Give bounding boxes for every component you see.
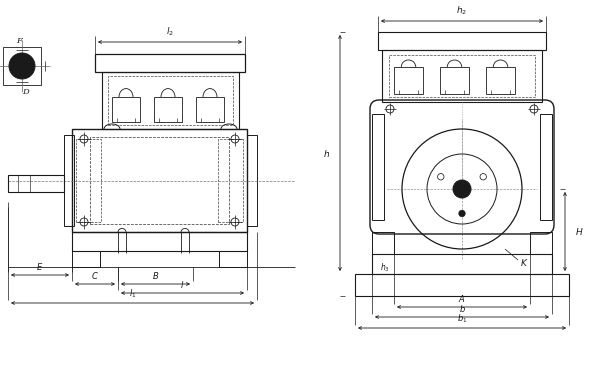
Bar bbox=[372, 232, 394, 254]
Bar bbox=[530, 232, 552, 254]
Bar bbox=[382, 50, 542, 102]
Bar bbox=[440, 67, 469, 94]
Text: $B$: $B$ bbox=[152, 270, 159, 281]
Bar bbox=[378, 32, 546, 50]
Bar bbox=[247, 135, 257, 226]
Text: $l$: $l$ bbox=[181, 279, 185, 290]
Bar bbox=[112, 97, 140, 122]
Text: $K$: $K$ bbox=[520, 257, 529, 268]
Bar bbox=[3, 47, 41, 85]
Text: D: D bbox=[23, 88, 29, 96]
Bar bbox=[355, 274, 569, 296]
Circle shape bbox=[453, 180, 471, 198]
Text: $l_1$: $l_1$ bbox=[129, 288, 136, 300]
Text: $h_2$: $h_2$ bbox=[457, 5, 467, 17]
Bar bbox=[90, 137, 229, 224]
Bar bbox=[196, 97, 224, 122]
Bar bbox=[372, 254, 552, 274]
Bar bbox=[372, 114, 384, 220]
Circle shape bbox=[9, 53, 35, 79]
Bar bbox=[540, 114, 552, 220]
Bar bbox=[72, 232, 247, 251]
Text: $h$: $h$ bbox=[323, 147, 330, 159]
Bar bbox=[389, 55, 535, 97]
Text: $H$: $H$ bbox=[575, 226, 584, 237]
Bar bbox=[72, 129, 247, 232]
Bar bbox=[108, 76, 233, 125]
Text: $b_1$: $b_1$ bbox=[457, 313, 467, 325]
Bar bbox=[102, 72, 239, 129]
Bar bbox=[394, 67, 423, 94]
Circle shape bbox=[459, 210, 465, 217]
Bar bbox=[486, 67, 515, 94]
Text: $C$: $C$ bbox=[91, 270, 99, 281]
Text: $h_3$: $h_3$ bbox=[380, 262, 390, 275]
Bar bbox=[154, 97, 182, 122]
Text: $b$: $b$ bbox=[458, 303, 466, 314]
Text: $A$: $A$ bbox=[458, 293, 466, 304]
Bar bbox=[72, 251, 100, 267]
Bar bbox=[218, 139, 243, 222]
Bar bbox=[76, 139, 101, 222]
Text: $E$: $E$ bbox=[37, 261, 44, 272]
Text: F: F bbox=[16, 37, 22, 45]
Bar bbox=[8, 175, 64, 192]
Bar bbox=[219, 251, 247, 267]
Bar bbox=[95, 54, 245, 72]
Bar bbox=[64, 135, 74, 226]
Text: $l_2$: $l_2$ bbox=[166, 25, 174, 38]
